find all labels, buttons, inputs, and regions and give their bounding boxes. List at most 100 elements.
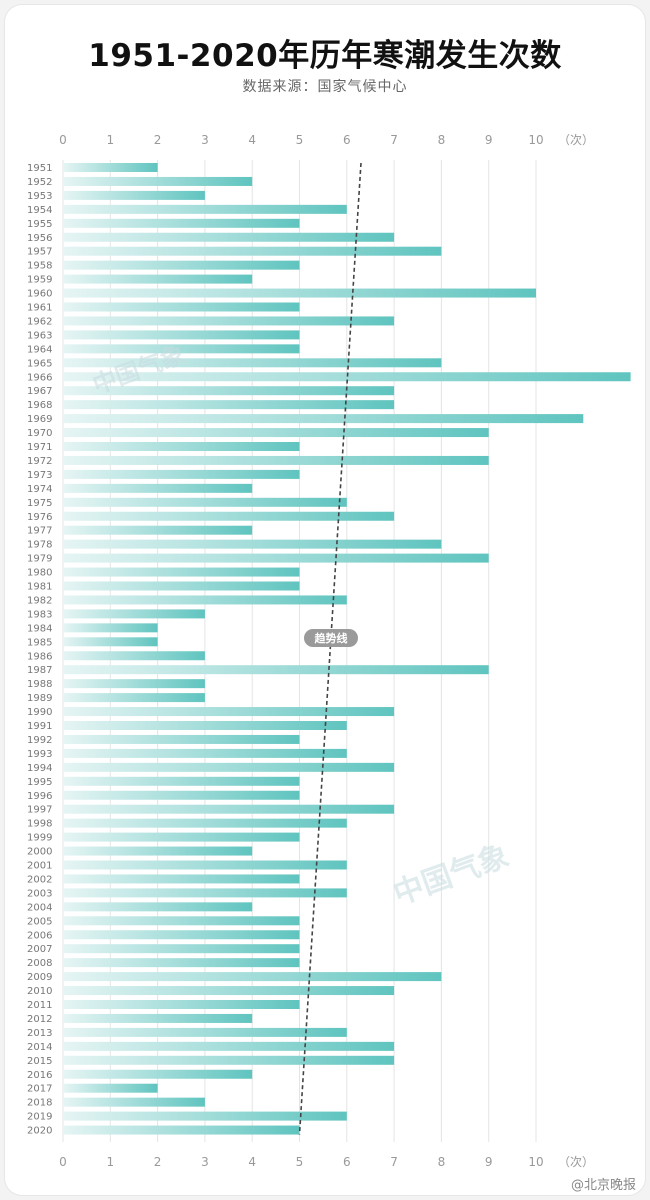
year-label-2002: 2002 [27,874,52,885]
bottom-tick-label-8: 8 [438,1155,446,1169]
bar-1969 [63,414,584,424]
year-label-1989: 1989 [27,693,52,704]
year-label-1992: 1992 [27,735,52,746]
bar-2008 [63,958,300,968]
year-label-1952: 1952 [27,177,52,188]
bar-1985 [63,637,158,647]
top-tick-label-6: 6 [343,133,351,147]
bar-1993 [63,748,347,758]
bar-1961 [63,302,300,312]
bottom-tick-label-4: 4 [248,1155,256,1169]
bar-2010 [63,986,395,996]
year-label-2019: 2019 [27,1112,52,1123]
bar-1953 [63,190,205,200]
bar-2017 [63,1083,158,1093]
bar-1962 [63,316,395,326]
year-label-2013: 2013 [27,1028,52,1039]
bar-1956 [63,232,395,242]
year-label-1986: 1986 [27,651,52,662]
year-label-2009: 2009 [27,972,52,983]
bar-1991 [63,721,347,730]
year-label-1974: 1974 [27,484,52,495]
bar-1954 [63,204,347,214]
bar-1968 [63,400,395,410]
bar-1981 [63,581,300,591]
year-label-1958: 1958 [27,261,52,272]
bar-1974 [63,483,253,493]
year-label-1985: 1985 [27,637,52,648]
bar-1998 [63,818,347,828]
year-label-1972: 1972 [27,456,52,467]
top-tick-label-9: 9 [485,133,493,147]
bar-1977 [63,525,253,535]
top-tick-label-4: 4 [248,133,256,147]
year-label-2011: 2011 [27,1000,52,1011]
year-label-2007: 2007 [27,944,52,955]
top-tick-label-0: 0 [59,133,67,147]
bar-1964 [63,344,300,354]
year-label-1982: 1982 [27,595,52,606]
bar-1996 [63,790,300,800]
year-label-1980: 1980 [27,568,52,579]
year-label-2020: 2020 [27,1126,52,1137]
bar-1951 [63,163,158,172]
bottom-tick-label-9: 9 [485,1155,493,1169]
year-label-1953: 1953 [27,191,52,202]
bar-1978 [63,539,442,549]
bar-1965 [63,358,442,368]
year-label-1988: 1988 [27,679,52,690]
bar-1966 [63,372,631,382]
year-label-1993: 1993 [27,749,52,760]
year-label-2010: 2010 [27,986,52,997]
bar-2020 [63,1125,300,1135]
year-label-2012: 2012 [27,1014,52,1025]
bar-1959 [63,274,253,284]
year-label-1969: 1969 [27,414,52,425]
year-label-1959: 1959 [27,275,52,286]
year-label-2016: 2016 [27,1070,52,1081]
bar-1989 [63,693,205,703]
bar-2004 [63,902,253,912]
year-label-1956: 1956 [27,233,52,244]
bar-2015 [63,1055,395,1065]
bar-1970 [63,428,489,438]
top-tick-label-1: 1 [106,133,114,147]
year-label-1975: 1975 [27,498,52,509]
year-label-1960: 1960 [27,289,52,300]
year-label-2005: 2005 [27,916,52,927]
bar-1982 [63,595,347,605]
bottom-tick-label-3: 3 [201,1155,209,1169]
bar-1997 [63,804,395,814]
bar-1990 [63,707,395,717]
bar-2007 [63,944,300,954]
year-label-1984: 1984 [27,623,52,634]
year-label-1999: 1999 [27,833,52,844]
year-label-1954: 1954 [27,205,52,216]
top-tick-label-5: 5 [296,133,304,147]
bar-1980 [63,567,300,577]
bar-1976 [63,511,395,521]
bottom-tick-label-6: 6 [343,1155,351,1169]
year-label-1976: 1976 [27,512,52,523]
trend-label: 趋势线 [314,631,347,645]
year-label-1994: 1994 [27,763,52,774]
bar-2003 [63,888,347,898]
year-label-1965: 1965 [27,358,52,369]
bottom-tick-label-2: 2 [154,1155,162,1169]
bar-1979 [63,553,489,563]
bar-2019 [63,1111,347,1121]
bar-1973 [63,469,300,479]
bar-2018 [63,1097,205,1107]
year-label-2004: 2004 [27,902,52,913]
bar-1995 [63,776,300,786]
chart-subtitle: 数据来源：国家气候中心 [242,79,408,95]
year-label-1981: 1981 [27,582,52,593]
year-label-1964: 1964 [27,344,52,355]
year-label-1991: 1991 [27,721,52,732]
year-label-1995: 1995 [27,777,52,788]
bar-1988 [63,679,205,689]
bar-2005 [63,916,300,926]
bar-1994 [63,762,395,772]
year-label-1987: 1987 [27,665,52,676]
